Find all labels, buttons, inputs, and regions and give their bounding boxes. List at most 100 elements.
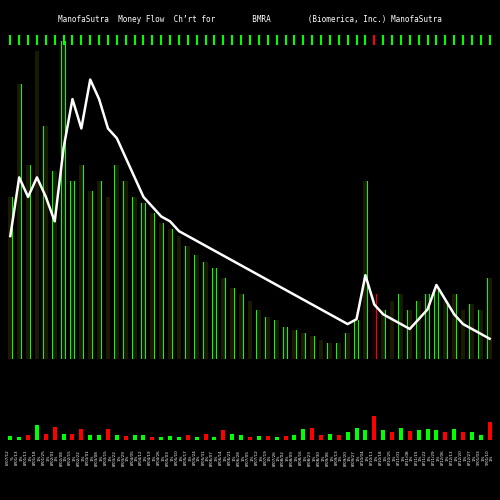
Bar xyxy=(39,51,40,359)
Bar xyxy=(328,343,332,359)
Bar xyxy=(470,304,474,359)
Bar xyxy=(385,310,386,359)
Bar xyxy=(194,256,195,359)
Bar xyxy=(154,213,155,359)
Bar xyxy=(17,84,21,359)
Bar xyxy=(460,310,461,359)
Bar xyxy=(398,294,399,359)
Bar xyxy=(296,330,297,359)
Bar xyxy=(52,171,53,359)
Bar xyxy=(479,435,483,440)
Bar xyxy=(416,300,417,359)
Bar xyxy=(284,436,288,440)
Bar xyxy=(363,181,364,359)
Bar xyxy=(88,435,92,440)
Bar xyxy=(230,434,234,440)
Bar xyxy=(168,230,172,359)
Bar xyxy=(345,333,350,359)
Bar xyxy=(26,164,30,359)
Bar xyxy=(61,42,66,359)
Bar xyxy=(487,278,488,359)
Bar xyxy=(380,310,381,359)
Bar xyxy=(83,164,84,359)
Bar xyxy=(345,333,346,359)
Bar xyxy=(150,213,155,359)
Bar xyxy=(266,436,270,440)
Bar xyxy=(216,268,217,359)
Bar xyxy=(141,204,146,359)
Bar xyxy=(256,310,257,359)
Bar xyxy=(198,256,199,359)
Bar xyxy=(34,51,40,359)
Bar xyxy=(336,343,337,359)
Bar xyxy=(261,310,262,359)
Bar xyxy=(141,204,142,359)
Bar xyxy=(318,340,324,359)
Bar xyxy=(243,294,244,359)
Bar xyxy=(323,340,324,359)
Bar xyxy=(390,432,394,440)
Bar xyxy=(256,310,262,359)
Bar xyxy=(52,171,57,359)
Bar xyxy=(136,197,137,359)
Bar xyxy=(56,171,57,359)
Bar xyxy=(434,430,438,440)
Bar xyxy=(142,435,146,440)
Bar xyxy=(301,333,306,359)
Bar xyxy=(97,435,101,440)
Bar xyxy=(159,437,163,440)
Bar xyxy=(132,435,136,440)
Bar xyxy=(8,197,13,359)
Bar xyxy=(114,164,119,359)
Bar xyxy=(364,430,368,440)
Bar xyxy=(186,246,190,359)
Bar xyxy=(408,310,412,359)
Bar xyxy=(221,278,222,359)
Bar xyxy=(461,432,465,440)
Bar xyxy=(372,294,376,359)
Bar xyxy=(336,343,341,359)
Bar xyxy=(238,294,244,359)
Bar xyxy=(194,437,198,440)
Bar xyxy=(203,262,208,359)
Bar xyxy=(80,428,84,440)
Bar xyxy=(274,437,278,440)
Bar xyxy=(319,435,323,440)
Bar xyxy=(328,434,332,440)
Bar xyxy=(416,300,421,359)
Bar xyxy=(44,126,49,359)
Bar xyxy=(380,310,386,359)
Bar xyxy=(212,268,217,359)
Bar xyxy=(163,223,164,359)
Bar xyxy=(283,326,288,359)
Bar xyxy=(17,437,21,440)
Bar xyxy=(181,236,182,359)
Bar xyxy=(310,336,314,359)
Bar xyxy=(358,320,359,359)
Bar xyxy=(487,278,492,359)
Bar xyxy=(124,181,128,359)
Bar xyxy=(221,278,226,359)
Bar xyxy=(274,320,279,359)
Bar xyxy=(186,435,190,440)
Bar xyxy=(372,416,376,440)
Bar xyxy=(239,435,243,440)
Bar xyxy=(354,320,359,359)
Bar xyxy=(124,436,128,440)
Bar xyxy=(52,427,56,440)
Bar xyxy=(44,434,48,440)
Bar xyxy=(150,437,154,440)
Bar xyxy=(301,333,302,359)
Bar xyxy=(248,437,252,440)
Bar xyxy=(194,256,199,359)
Bar xyxy=(340,343,341,359)
Bar xyxy=(447,300,448,359)
Bar xyxy=(305,333,306,359)
Bar xyxy=(222,430,226,440)
Bar xyxy=(465,310,466,359)
Bar xyxy=(399,428,403,440)
Bar xyxy=(443,300,448,359)
Bar xyxy=(452,294,456,359)
Bar xyxy=(96,181,102,359)
Bar xyxy=(159,223,160,359)
